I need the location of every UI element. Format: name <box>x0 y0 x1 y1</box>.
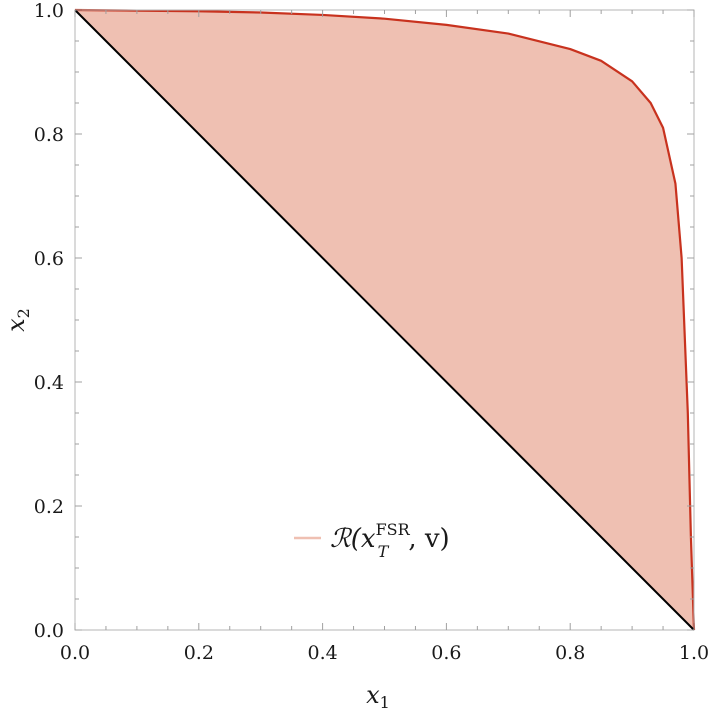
legend-label: ℛ(xFSR T, v) <box>330 520 450 561</box>
y-tick-label: 0.6 <box>34 248 64 270</box>
x-tick-label: 0.8 <box>555 642 585 664</box>
lower-boundary-line <box>74 9 695 631</box>
upper-boundary-line <box>74 8 696 631</box>
x-tick-label: 1.0 <box>679 642 709 664</box>
y-axis-label: x2 <box>2 308 33 332</box>
x-tick-label: 0.6 <box>431 642 461 664</box>
x-tick-label: 0.2 <box>184 642 214 664</box>
y-tick-label: 0.2 <box>34 496 64 518</box>
y-tick-label: 0.4 <box>34 372 64 394</box>
x-axis-label: x1 <box>366 681 390 710</box>
y-tick-label: 0.8 <box>34 124 64 146</box>
x-tick-label: 0.0 <box>60 642 90 664</box>
plot-area <box>74 8 696 631</box>
axes <box>74 9 695 631</box>
legend: ℛ(xFSR T, v) <box>294 520 450 561</box>
y-tick-label: 1.0 <box>34 0 64 22</box>
x-tick-label: 0.4 <box>307 642 337 664</box>
y-tick-label: 0.0 <box>34 620 64 642</box>
tick-labels: 0.0 0.2 0.4 0.6 0.8 1.0 0.0 0.2 0.4 0.6 0.8 1.0 <box>34 0 709 664</box>
